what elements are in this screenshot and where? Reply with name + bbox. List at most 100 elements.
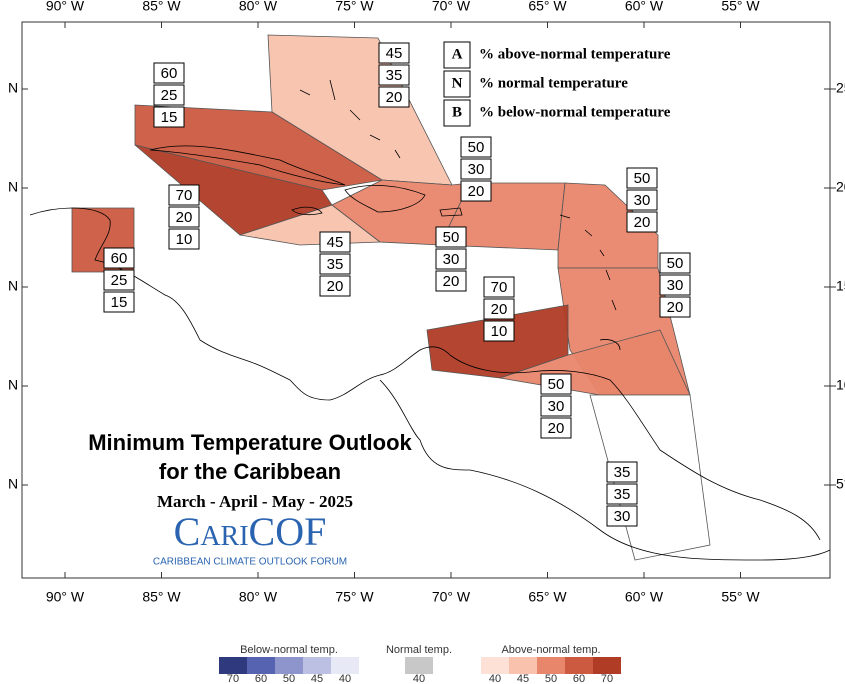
scale-swatch (593, 657, 621, 674)
probability-value: 30 (634, 192, 651, 209)
probability-value: 60 (161, 65, 178, 82)
scale-swatch (331, 657, 359, 674)
probability-value: 70 (491, 279, 508, 296)
probability-value: 50 (667, 255, 684, 272)
scale-label: 40 (339, 673, 351, 684)
probability-cell (319, 231, 351, 253)
key-text: % below-normal temperature (479, 104, 671, 120)
probability-value: 30 (548, 398, 565, 415)
lat-label-left: N (8, 377, 18, 393)
probability-cell (103, 291, 135, 313)
probability-value: 50 (634, 170, 651, 187)
lat-label-left: N (8, 278, 18, 294)
scale-label: 40 (413, 673, 425, 684)
lat-label-right: 25 (836, 80, 845, 96)
scale-swatch (405, 657, 433, 674)
key-text: % normal temperature (479, 75, 628, 91)
probability-value: 10 (176, 231, 193, 248)
scale-swatch (565, 657, 593, 674)
lat-label-left: N (8, 80, 18, 96)
probability-cell (153, 62, 185, 84)
probability-cell (319, 253, 351, 275)
scale-label: 50 (283, 673, 295, 684)
probability-cell (540, 395, 572, 417)
lat-label-right: 20 (836, 179, 845, 195)
scale-swatch (509, 657, 537, 674)
lon-label-top: 80° W (239, 0, 278, 14)
category-key: A N B % above-normal temperature % norma… (443, 41, 671, 127)
probability-value: 45 (327, 234, 344, 251)
scale-title: Below-normal temp. (240, 644, 338, 656)
logo: CariCOF (174, 509, 327, 554)
lat-label-right: 15 (836, 278, 845, 294)
probability-cell (435, 226, 467, 248)
lon-label-bottom: 80° W (239, 589, 278, 605)
probability-cell (626, 211, 658, 233)
probability-cell (460, 136, 492, 158)
lon-label-top: 90° W (46, 0, 85, 14)
probability-value: 20 (491, 301, 508, 318)
lon-label-bottom: 55° W (721, 589, 760, 605)
probability-cell (606, 483, 638, 505)
probability-value: 50 (548, 376, 565, 393)
lon-label-top: 75° W (335, 0, 374, 14)
lon-label-top: 65° W (528, 0, 567, 14)
scale-label: 70 (601, 673, 613, 684)
probability-value: 25 (161, 87, 178, 104)
scale-swatch (219, 657, 247, 674)
probability-value: 20 (327, 278, 344, 295)
probability-value: 20 (468, 183, 485, 200)
probability-cell (168, 184, 200, 206)
probability-value: 30 (667, 277, 684, 294)
scale-title: Normal temp. (386, 644, 452, 656)
probability-cell (659, 296, 691, 318)
lon-label-bottom: 85° W (142, 589, 181, 605)
probability-cell (435, 248, 467, 270)
probability-cell (378, 42, 410, 64)
scale-swatch (481, 657, 509, 674)
probability-cell (168, 206, 200, 228)
region (589, 394, 711, 561)
scale-label: 70 (227, 673, 239, 684)
key-box (443, 70, 471, 98)
scale-title: Above-normal temp. (501, 644, 600, 656)
lon-label-bottom: 65° W (528, 589, 567, 605)
key-letter: B (452, 104, 462, 120)
scale-swatch (537, 657, 565, 674)
title-block: Minimum Temperature Outlook for the Cari… (88, 430, 412, 568)
lat-label-right: 5° (836, 476, 845, 492)
probability-cell (483, 320, 515, 342)
season: March - April - May - 2025 (157, 492, 353, 511)
probability-cell (168, 228, 200, 250)
probability-cell (483, 298, 515, 320)
probability-cell (626, 189, 658, 211)
lon-label-bottom: 90° W (46, 589, 85, 605)
region (134, 104, 384, 191)
key-letter: A (452, 46, 463, 62)
probability-value: 20 (443, 273, 460, 290)
probability-cell (606, 461, 638, 483)
probability-cell (540, 373, 572, 395)
probability-value: 25 (111, 272, 128, 289)
probability-cell (659, 274, 691, 296)
lat-label-left: N (8, 476, 18, 492)
probability-value: 20 (667, 299, 684, 316)
lon-label-top: 70° W (432, 0, 471, 14)
probability-cell (378, 86, 410, 108)
lon-label-bottom: 60° W (625, 589, 664, 605)
scale-label: 40 (489, 673, 501, 684)
key-box (443, 99, 471, 127)
key-text: % above-normal temperature (479, 46, 671, 62)
title-line: Minimum Temperature Outlook (88, 430, 412, 455)
probability-cell (435, 270, 467, 292)
probability-cell (606, 505, 638, 527)
lat-label-right: 10 (836, 377, 845, 393)
scale-swatch (303, 657, 331, 674)
probability-boxes: 45 35 20 60 25 15 70 20 10 45 35 20 60 25 15 50 30 20 50 30… (103, 42, 691, 527)
probability-value: 35 (614, 486, 631, 503)
lon-label-bottom: 75° W (335, 589, 374, 605)
probability-value: 30 (614, 508, 631, 525)
probability-value: 20 (386, 89, 403, 106)
scale-label: 60 (255, 673, 267, 684)
